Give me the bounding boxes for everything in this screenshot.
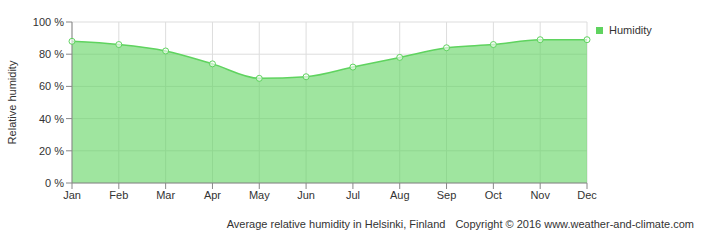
html-text:Humidity: Humidity [609, 24, 652, 36]
svg-text:0 %: 0 % [45, 177, 64, 189]
html-text:Average relative humidity in H: Average relative humidity in Helsinki, F… [226, 218, 446, 230]
svg-text:Relative humidity: Relative humidity [8, 60, 18, 144]
svg-text:20 %: 20 % [39, 145, 64, 157]
svg-text:Jul: Jul [346, 189, 360, 201]
svg-text:Oct: Oct [485, 189, 502, 201]
svg-text:Mar: Mar [156, 189, 175, 201]
svg-text:40 %: 40 % [39, 113, 64, 125]
svg-text:Feb: Feb [109, 189, 128, 201]
svg-text:Nov: Nov [530, 189, 550, 201]
svg-text:Jan: Jan [63, 189, 81, 201]
svg-text:100 %: 100 % [33, 16, 64, 28]
svg-text:80 %: 80 % [39, 48, 64, 60]
html-text:Copyright © 2016 www.weather-a: Copyright © 2016 www.weather-and-climate… [455, 218, 694, 230]
svg-text:Sep: Sep [437, 189, 457, 201]
svg-text:Apr: Apr [204, 189, 221, 201]
svg-text:Dec: Dec [577, 189, 597, 201]
svg-text:60 %: 60 % [39, 80, 64, 92]
svg-text:May: May [249, 189, 270, 201]
svg-text:Aug: Aug [390, 189, 410, 201]
svg-text:Jun: Jun [297, 189, 315, 201]
